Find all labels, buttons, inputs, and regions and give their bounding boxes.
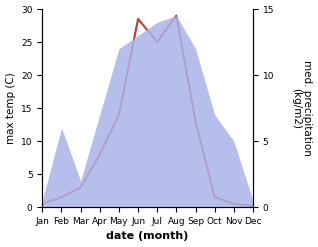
X-axis label: date (month): date (month) — [107, 231, 189, 242]
Y-axis label: max temp (C): max temp (C) — [5, 72, 16, 144]
Y-axis label: med. precipitation
(kg/m2): med. precipitation (kg/m2) — [291, 60, 313, 156]
